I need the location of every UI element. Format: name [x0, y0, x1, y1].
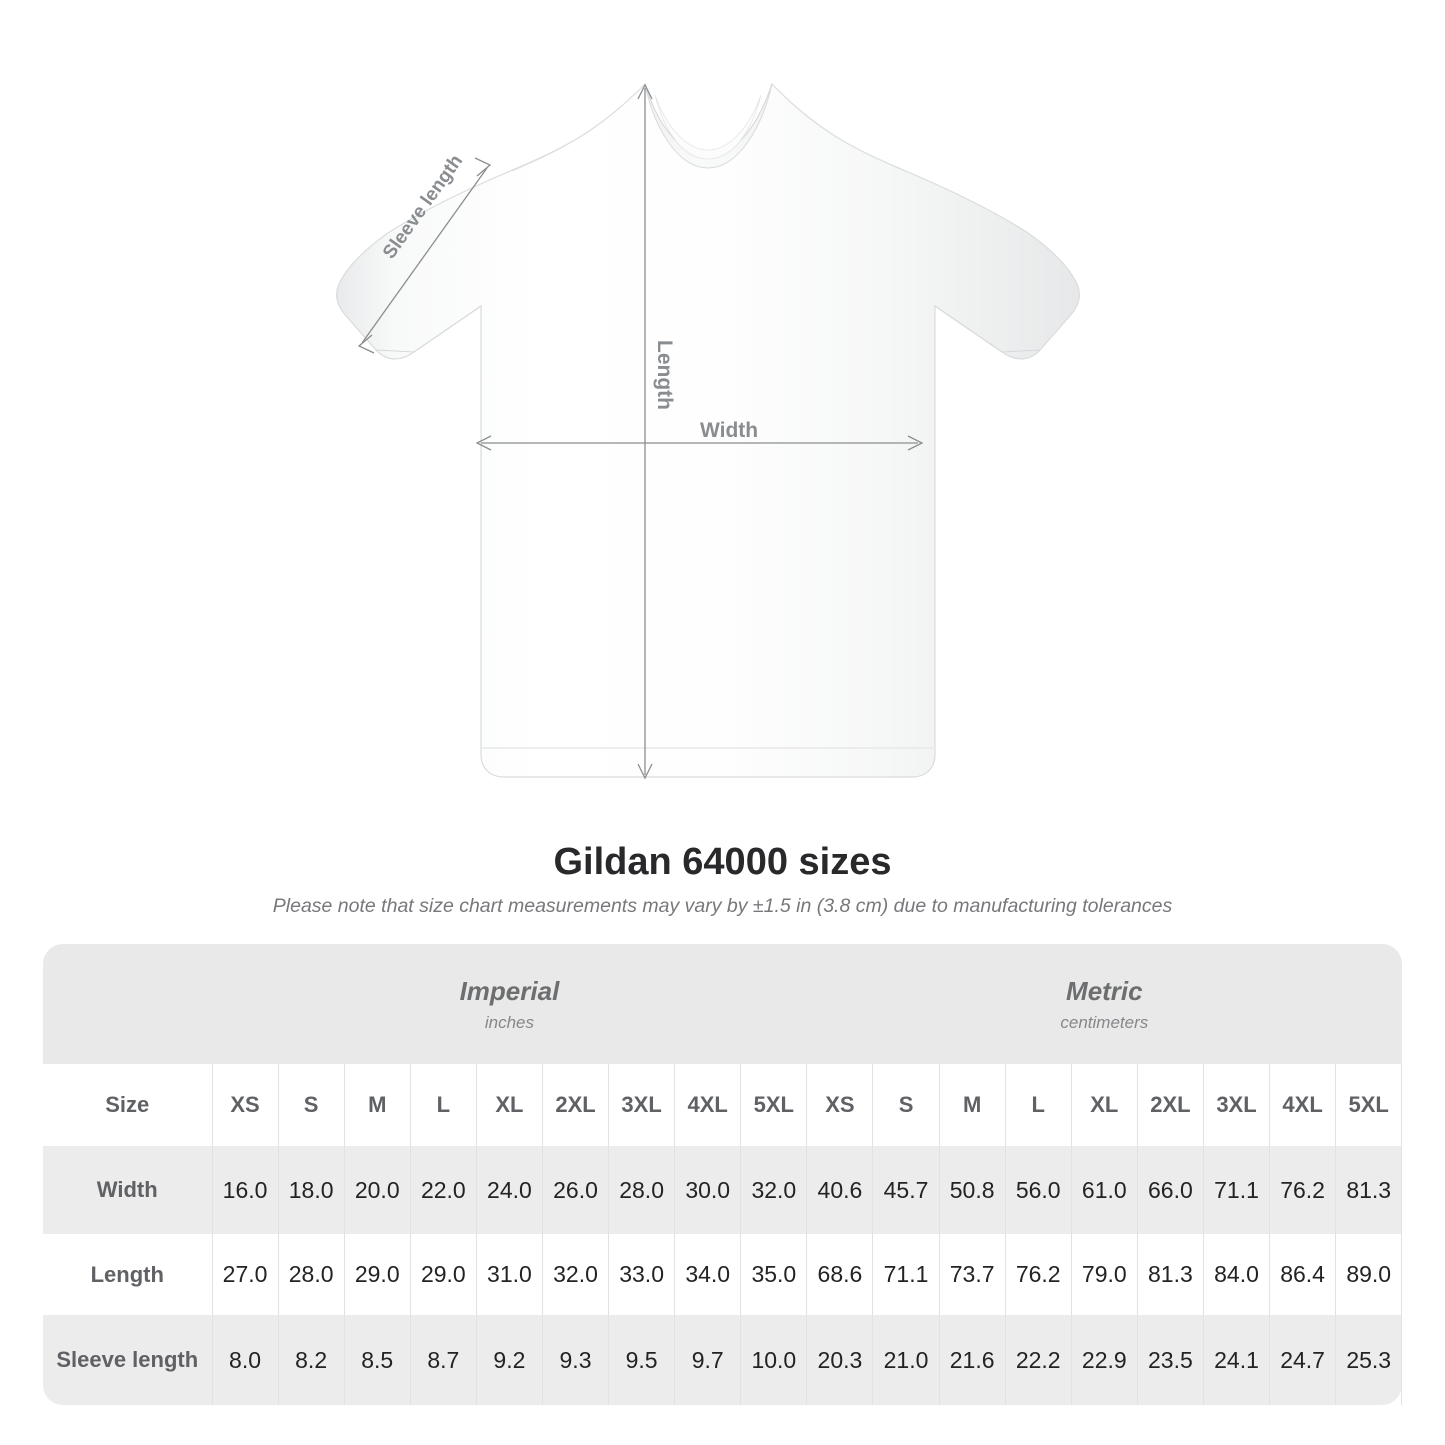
- svg-text:Width: Width: [700, 419, 758, 442]
- svg-text:Length: Length: [653, 340, 676, 410]
